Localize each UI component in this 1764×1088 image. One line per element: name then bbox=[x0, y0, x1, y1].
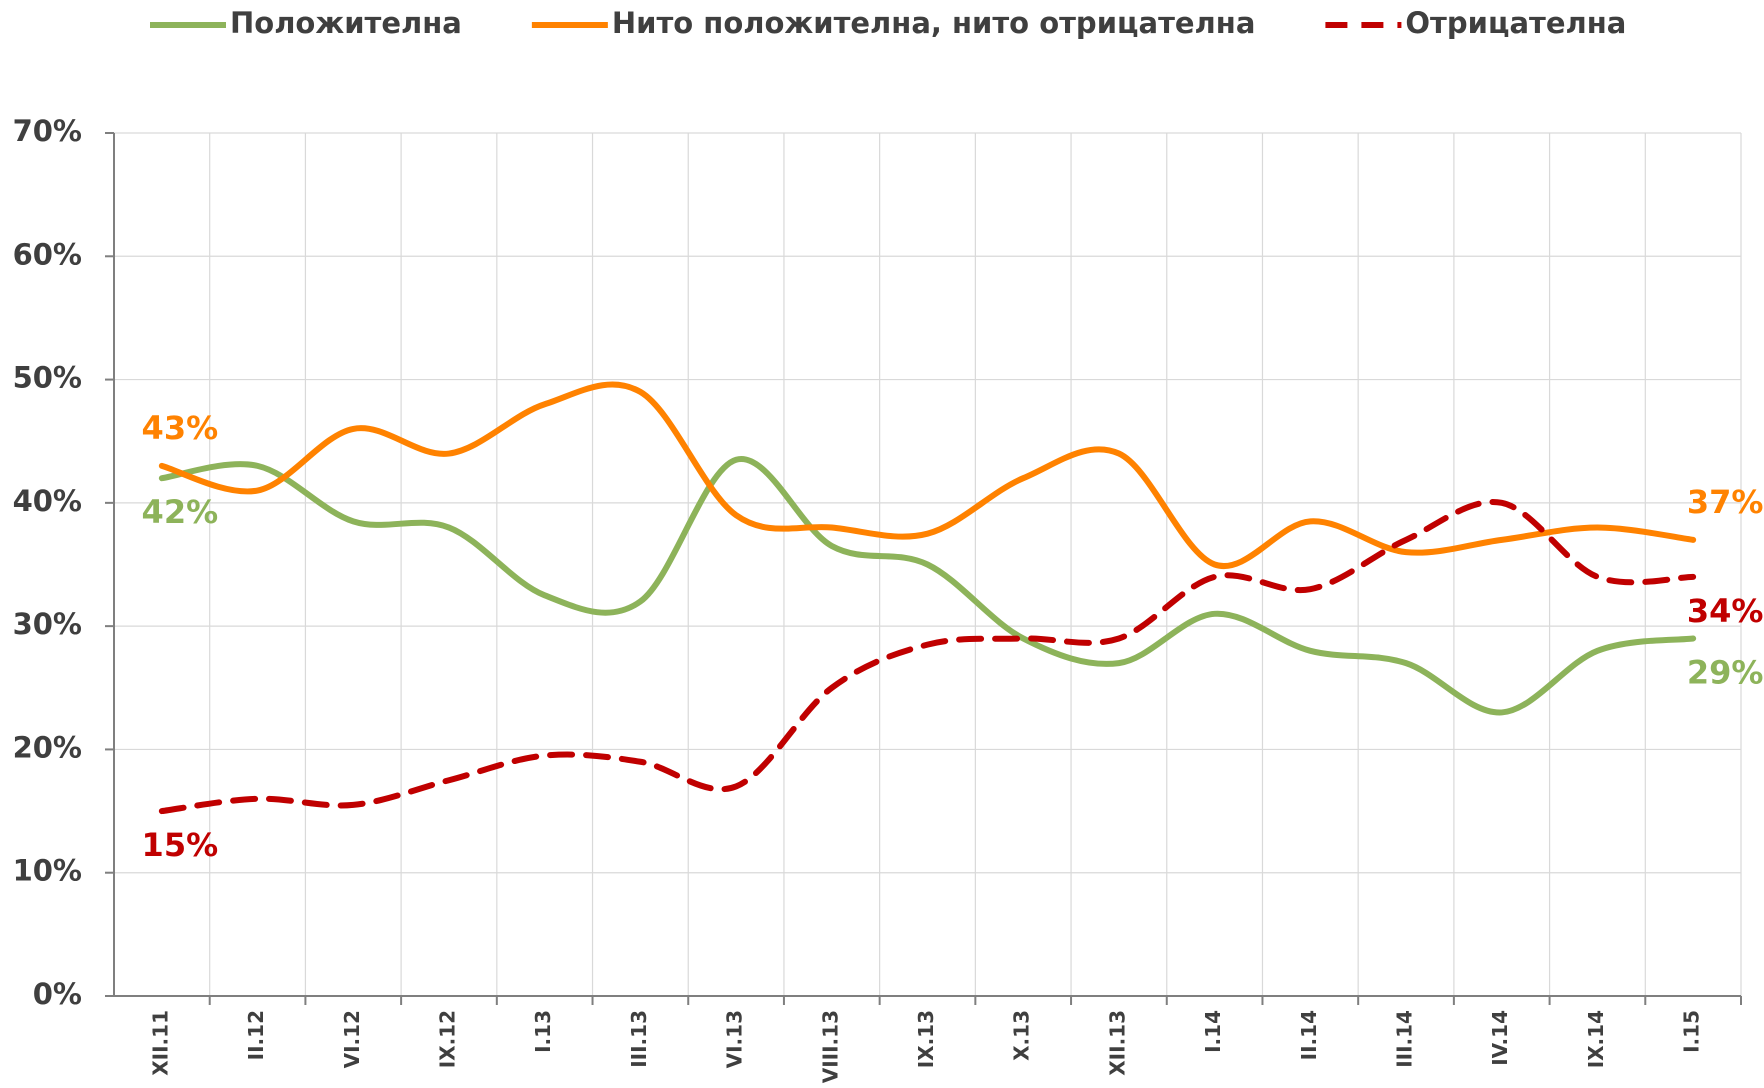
y-tick-label: 10% bbox=[13, 854, 82, 888]
x-tick-label: VI.13 bbox=[723, 1010, 747, 1068]
y-tick-label: 40% bbox=[13, 484, 82, 518]
data-label: 42% bbox=[142, 493, 219, 531]
x-tick-label: III.14 bbox=[1393, 1010, 1417, 1068]
x-tick-label: VIII.13 bbox=[818, 1010, 842, 1083]
y-tick-label: 30% bbox=[13, 607, 82, 641]
x-tick-label: IX.12 bbox=[435, 1010, 459, 1068]
legend-label: Отрицателна bbox=[1405, 6, 1626, 40]
data-label: 43% bbox=[142, 409, 219, 447]
x-tick-label: IV.14 bbox=[1488, 1010, 1512, 1066]
data-label: 37% bbox=[1687, 483, 1764, 521]
y-tick-label: 70% bbox=[13, 114, 82, 148]
data-label: 29% bbox=[1687, 653, 1764, 691]
x-tick-label: III.13 bbox=[627, 1010, 651, 1068]
x-tick-label: XII.13 bbox=[1105, 1010, 1129, 1076]
x-tick-label: IX.14 bbox=[1584, 1010, 1608, 1068]
data-label: 34% bbox=[1687, 592, 1764, 630]
x-tick-label: VI.12 bbox=[340, 1010, 364, 1068]
x-tick-label: II.14 bbox=[1297, 1010, 1321, 1060]
y-tick-label: 60% bbox=[13, 237, 82, 271]
series-line bbox=[158, 381, 1697, 570]
y-tick-label: 50% bbox=[13, 361, 82, 395]
x-tick-label: II.12 bbox=[244, 1010, 268, 1060]
y-tick-label: 20% bbox=[13, 730, 82, 764]
legend-label: Положителна bbox=[230, 6, 462, 40]
series-line bbox=[158, 499, 1697, 815]
x-tick-label: I.15 bbox=[1680, 1010, 1704, 1053]
data-label: 15% bbox=[142, 826, 219, 864]
x-tick-label: X.13 bbox=[1010, 1010, 1034, 1061]
legend-label: Нито положителна, нито отрицателна bbox=[612, 6, 1256, 40]
x-tick-label: I.13 bbox=[531, 1010, 555, 1053]
x-tick-label: XII.11 bbox=[148, 1010, 172, 1076]
series-line bbox=[158, 456, 1697, 716]
x-tick-label: IX.13 bbox=[914, 1010, 938, 1068]
x-tick-label: I.14 bbox=[1201, 1010, 1225, 1053]
y-tick-label: 0% bbox=[33, 977, 82, 1011]
